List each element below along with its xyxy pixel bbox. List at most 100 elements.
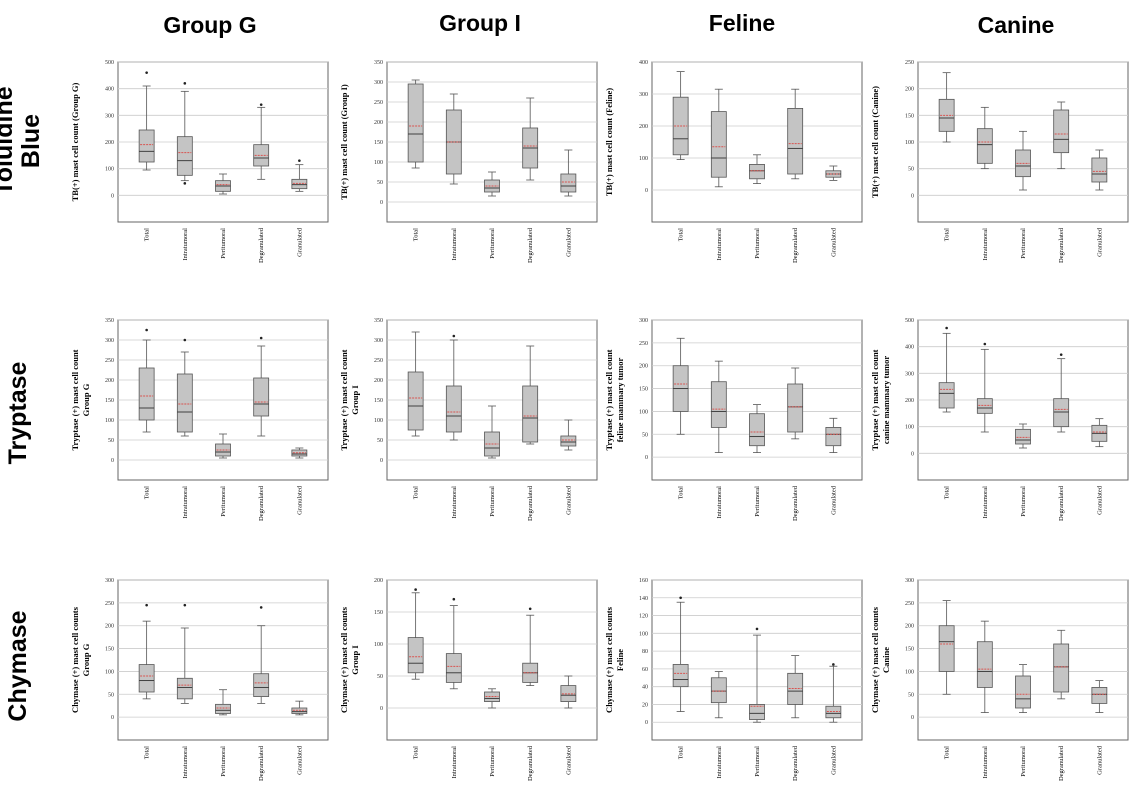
y-axis-label: Group G — [81, 383, 91, 416]
x-tick-label: Degranulated — [527, 745, 534, 781]
box-plot: TB(+) mast cell count (Group G) 0 100 200 30… — [70, 60, 329, 263]
box-intratumoral — [710, 88, 727, 188]
iqr-box — [710, 111, 727, 178]
y-tick-label: 250 — [374, 100, 383, 106]
x-tick-label: Total — [413, 486, 420, 499]
x-tick-label: Peritumoral — [1020, 486, 1027, 517]
iqr-box — [1091, 157, 1108, 183]
x-tick-label: Total — [413, 746, 420, 759]
box-degranulated — [787, 88, 804, 180]
y-axis-label: Chymase (+) mast cell counts — [604, 606, 614, 713]
outlier-point — [679, 596, 682, 600]
box-intratumoral — [710, 360, 727, 453]
y-tick-label: 120 — [639, 614, 648, 620]
chart-panel: Chymase (+) mast cell counts Feline 0 20 40 6… — [602, 578, 866, 796]
x-tick-label: Degranulated — [1058, 227, 1065, 263]
box-plot: TB(+) mast cell count (Canine) 0 50 100 150 2… — [870, 60, 1129, 263]
x-tick-label: Peritumoral — [489, 486, 496, 517]
y-axis-label: Group G — [81, 643, 91, 676]
box-total — [407, 79, 424, 169]
x-tick-label: Peritumoral — [220, 486, 227, 517]
y-tick-label: 250 — [374, 358, 383, 364]
box-intratumoral — [445, 93, 462, 185]
iqr-box — [938, 625, 955, 672]
chart-panel: Tryptase (+) mast cell count Group I 0 50 10… — [337, 318, 601, 551]
row-header-chymase: Chymase — [4, 610, 32, 722]
x-tick-label: Degranulated — [527, 227, 534, 263]
y-axis-label: Chymase (+) mast cell counts — [339, 606, 349, 713]
x-tick-label: Degranulated — [1058, 485, 1065, 521]
iqr-box — [522, 385, 539, 443]
chart-panel: TB(+) mast cell count (Group I) 0 50 100 150… — [337, 60, 601, 293]
outlier-point — [183, 338, 187, 342]
box-peritumoral — [1015, 130, 1031, 191]
iqr-box — [710, 677, 727, 704]
x-tick-label: Peritumoral — [489, 228, 496, 259]
y-axis-label: Tryptase (+) mast cell count — [70, 349, 80, 450]
y-tick-label: 100 — [639, 156, 648, 162]
outlier-point — [259, 336, 263, 340]
chart-panel: Chymase (+) mast cell counts Group I 0 50 10… — [337, 578, 601, 796]
y-tick-label: 500 — [105, 60, 114, 66]
x-tick-label: Peritumoral — [754, 746, 761, 777]
box-plot: Chymase (+) mast cell counts Group G 0 50 10… — [70, 578, 329, 781]
box-peritumoral — [749, 404, 765, 453]
chart-panel: Chymase (+) mast cell counts Canine 0 50 100… — [868, 578, 1132, 796]
chart-panel: Tryptase (+) mast cell count Group G 0 50 10… — [68, 318, 332, 551]
x-tick-label: Degranulated — [792, 485, 799, 521]
y-tick-label: 300 — [905, 371, 914, 377]
x-tick-label: Granulated — [296, 745, 303, 775]
y-tick-label: 150 — [105, 398, 114, 404]
box-plot: Chymase (+) mast cell counts Canine 0 50 100… — [870, 578, 1129, 781]
box-intratumoral — [176, 82, 193, 185]
box-degranulated — [1053, 629, 1070, 700]
box-plot: Tryptase (+) mast cell count feline mamma… — [604, 318, 863, 521]
y-tick-label: 50 — [377, 438, 383, 444]
y-tick-label: 0 — [911, 193, 914, 199]
y-tick-label: 150 — [374, 398, 383, 404]
box-intratumoral — [710, 671, 727, 719]
iqr-box — [1053, 398, 1070, 428]
box-intratumoral — [445, 334, 462, 441]
x-tick-label: Granulated — [296, 227, 303, 257]
outlier-point — [528, 607, 532, 611]
box-total — [407, 588, 424, 680]
x-tick-label: Intratumoral — [716, 228, 723, 261]
y-tick-label: 0 — [911, 715, 914, 721]
chart-panel: Tryptase (+) mast cell count canine mamma… — [868, 318, 1132, 551]
y-tick-label: 50 — [908, 167, 914, 173]
iqr-box — [253, 673, 270, 697]
x-tick-label: Granulated — [830, 485, 837, 515]
chart-panel: TB(+) mast cell count (Canine) 0 50 100 150 2… — [868, 60, 1132, 293]
box-degranulated — [253, 336, 270, 437]
y-tick-label: 100 — [105, 669, 114, 675]
box-total — [407, 331, 424, 437]
x-tick-label: Intratumoral — [982, 746, 989, 779]
y-tick-label: 0 — [111, 715, 114, 721]
box-intratumoral — [976, 620, 993, 713]
x-tick-label: Degranulated — [1058, 745, 1065, 781]
box-peritumoral — [484, 405, 500, 459]
y-tick-label: 0 — [645, 720, 648, 726]
box-granulated — [1091, 680, 1108, 713]
y-tick-label: 0 — [111, 458, 114, 464]
box-total — [672, 337, 689, 435]
iqr-box — [976, 641, 993, 688]
box-granulated — [560, 675, 577, 709]
iqr-box — [138, 367, 155, 421]
y-axis-label: TB(+) mast cell count (Group G) — [70, 82, 80, 201]
x-tick-label: Granulated — [565, 227, 572, 257]
box-peritumoral — [215, 433, 231, 459]
y-tick-label: 350 — [374, 60, 383, 66]
x-tick-label: Granulated — [1096, 485, 1103, 515]
x-tick-label: Granulated — [565, 485, 572, 515]
y-tick-label: 200 — [639, 124, 648, 130]
box-total — [938, 600, 955, 695]
x-tick-label: Peritumoral — [489, 746, 496, 777]
y-axis-label: Canine — [881, 647, 891, 673]
iqr-box — [1015, 675, 1031, 709]
iqr-box — [749, 413, 765, 447]
box-plot: Chymase (+) mast cell counts Feline 0 20 40 6… — [604, 578, 863, 781]
x-tick-label: Granulated — [1096, 227, 1103, 257]
